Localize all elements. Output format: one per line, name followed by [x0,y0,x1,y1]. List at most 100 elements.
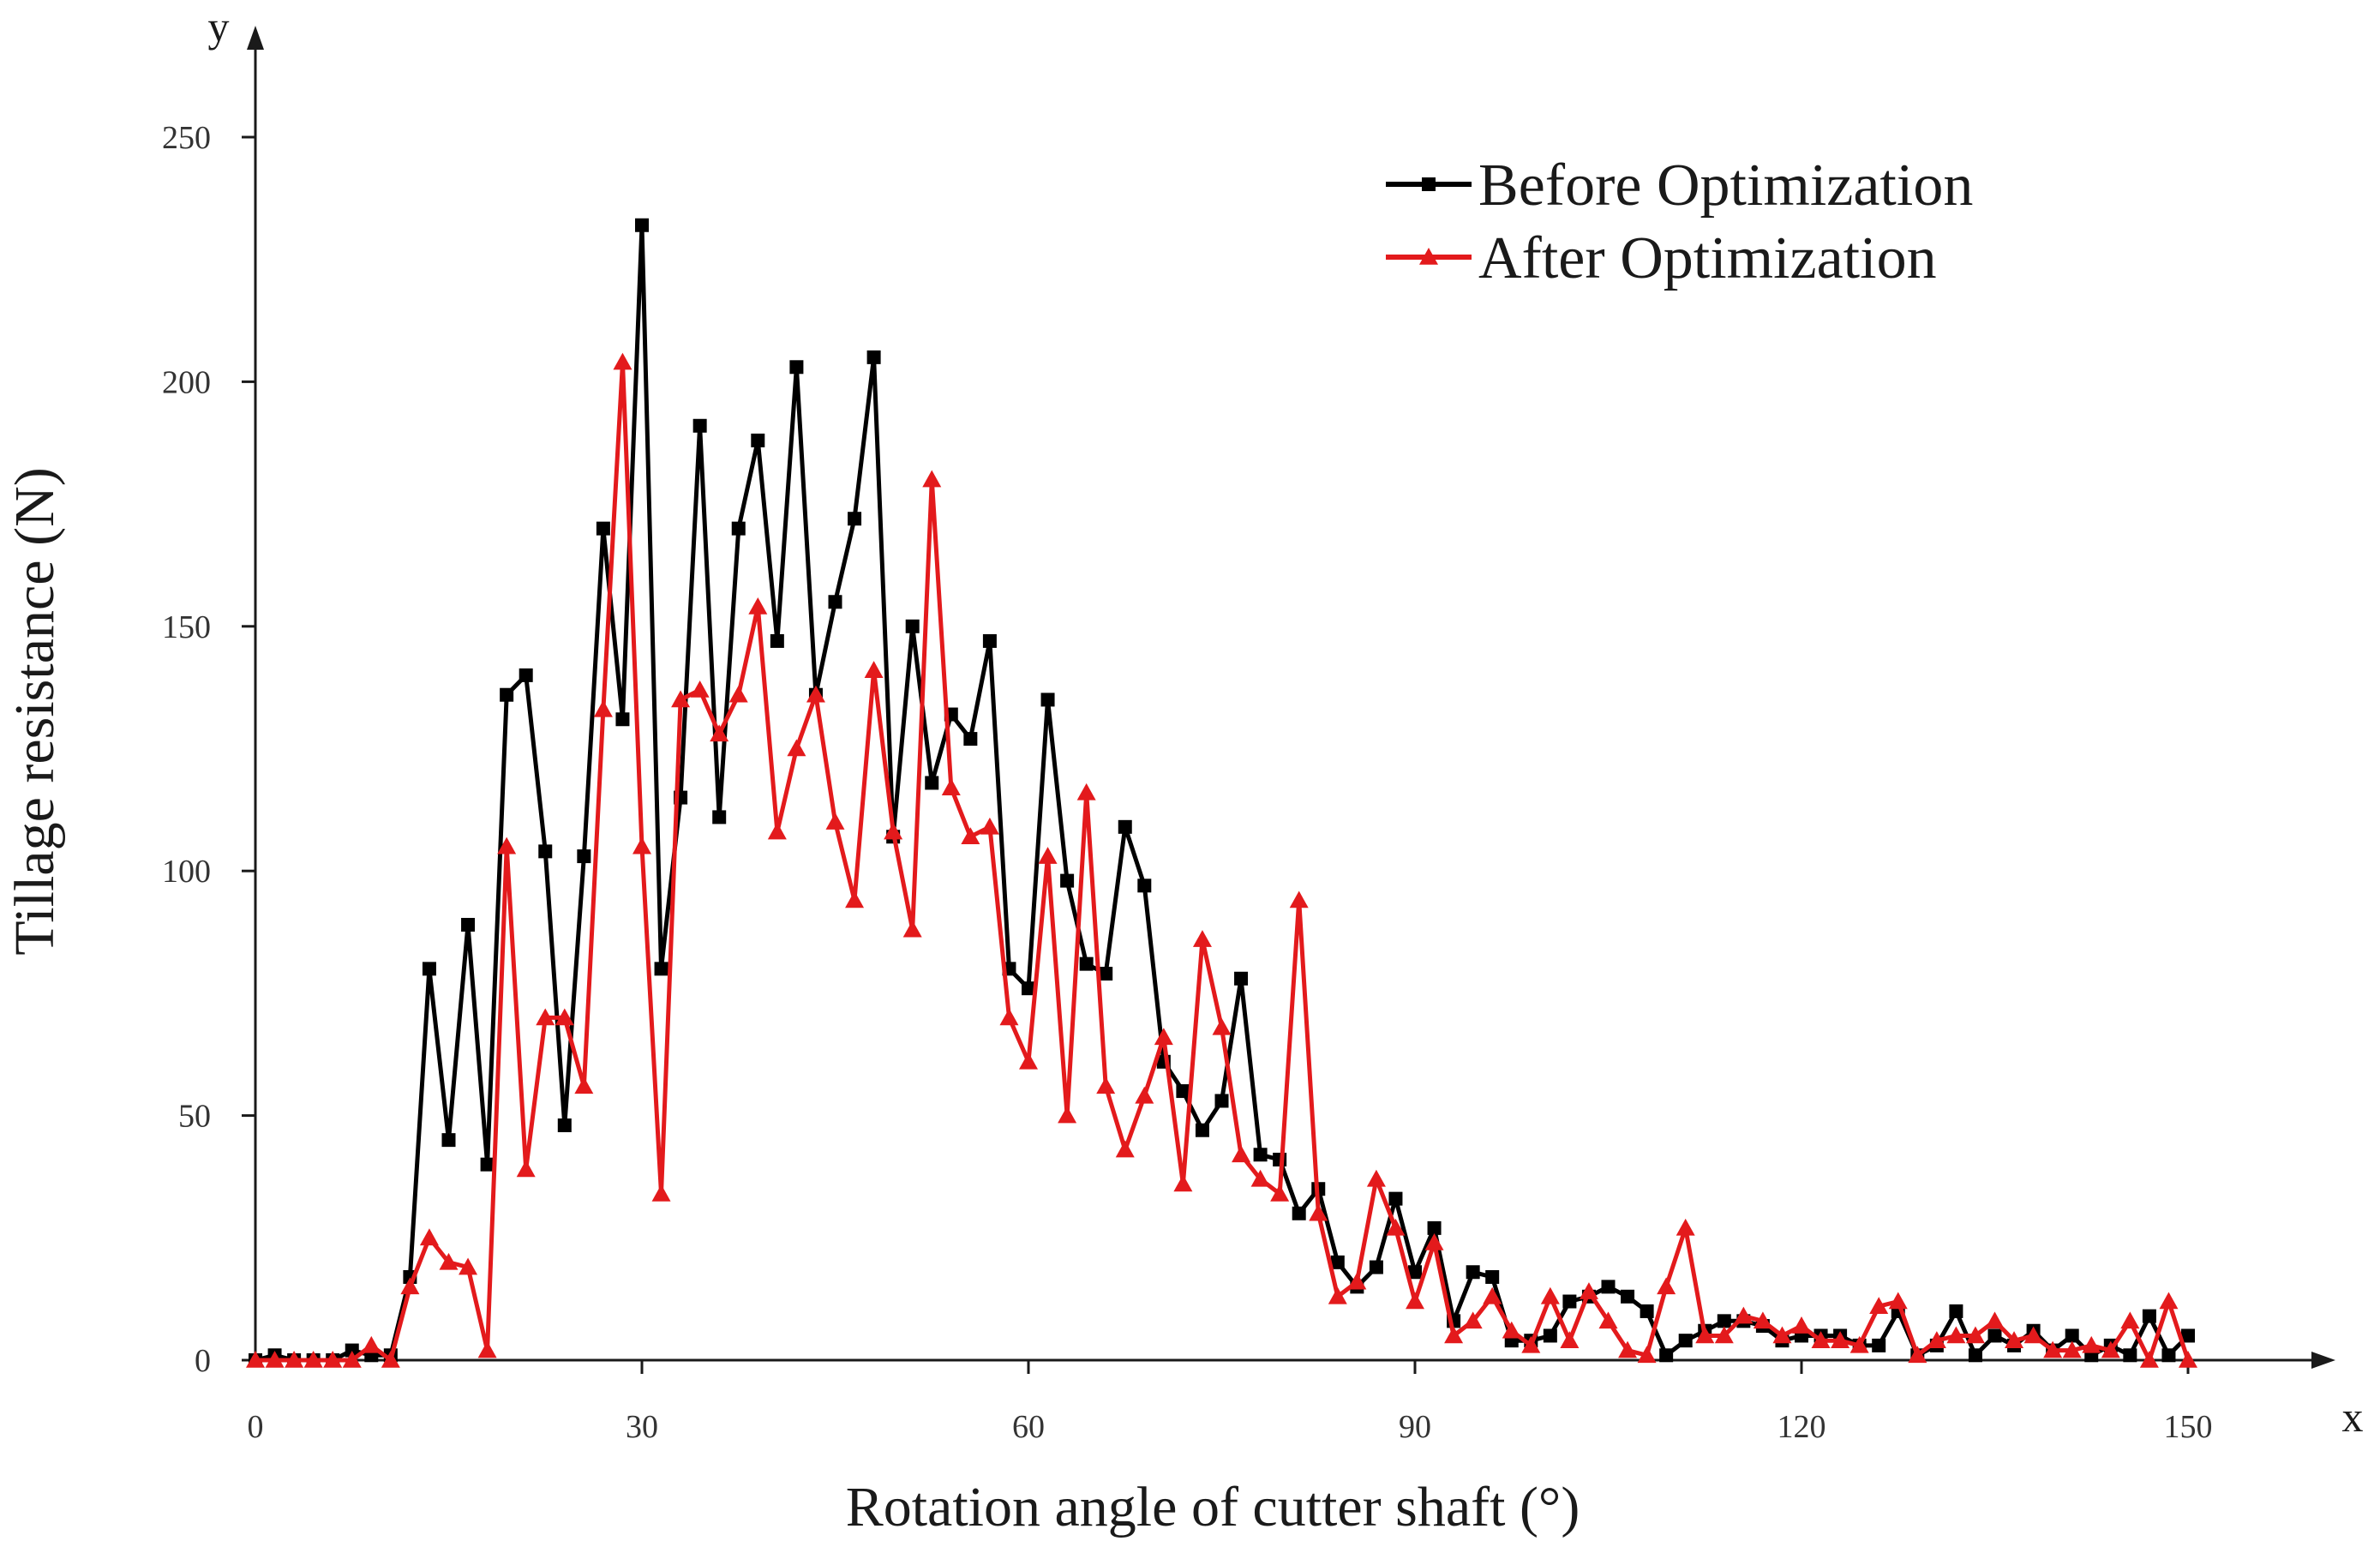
data-point-square [789,360,804,375]
data-point-square [519,668,533,682]
data-point-triangle [1419,248,1438,265]
data-point-triangle [1753,1311,1772,1329]
x-tick-label: 60 [1012,1409,1045,1445]
data-point-square [1717,1314,1731,1328]
data-point-triangle [2139,1351,2159,1368]
x-tick-label: 90 [1399,1409,1431,1445]
data-point-triangle [1154,1028,1173,1046]
data-point-triangle [806,685,825,703]
data-point-square [925,776,939,790]
data-point-triangle [1772,1326,1792,1344]
x-tick-label: 30 [626,1409,658,1445]
data-point-triangle [2023,1326,2043,1344]
data-point-triangle [1366,1169,1386,1187]
data-point-triangle [2179,1351,2197,1368]
data-point-triangle [1695,1326,1715,1344]
data-point-triangle [845,890,865,908]
data-point-square [500,687,514,702]
data-point-triangle [1076,782,1096,800]
data-point-triangle [2082,1335,2101,1353]
data-point-triangle [1888,1292,1908,1310]
data-point-triangle [710,724,729,742]
data-point-triangle [1598,1311,1618,1329]
data-point-square [1640,1304,1654,1318]
data-point-triangle [1792,1316,1811,1334]
data-point-square [1485,1269,1500,1284]
data-point-square [1040,693,1055,707]
data-point-triangle [2159,1292,2179,1310]
data-point-triangle [1831,1331,1850,1348]
data-point-triangle [1483,1286,1502,1304]
data-point-square [1060,873,1075,888]
data-point-square [1427,1220,1442,1235]
data-point-triangle [2062,1340,2082,1358]
data-point-triangle [864,661,884,678]
data-point-triangle [477,1340,497,1358]
data-point-square [345,1343,359,1358]
data-point-square [1949,1304,1963,1318]
x-axis-letter: x [2342,1393,2364,1441]
data-point-triangle [1406,1292,1424,1310]
x-ticks: 0 30 60 90 120 150 [248,1360,2213,1445]
data-point-triangle [961,827,980,845]
data-point-square [1330,1255,1345,1269]
data-point-square [712,810,727,824]
data-point-square [828,595,842,609]
y-axis-letter: y [208,3,230,51]
data-point-triangle [1058,1106,1077,1124]
x-tick-label: 0 [248,1409,264,1445]
data-point-triangle [1212,1017,1232,1035]
data-point-triangle [1521,1335,1541,1353]
data-point-square [1195,1123,1209,1137]
data-point-triangle [651,1184,671,1202]
data-point-square [1369,1260,1383,1274]
data-point-triangle [632,836,651,854]
data-point-triangle [536,1008,555,1026]
plot-area: 0 30 60 90 120 150 0 50 100 150 200 250 [162,26,2335,1445]
x-tick-label: 150 [2164,1409,2213,1445]
data-point-triangle [555,1008,574,1026]
data-point-triangle [884,822,903,840]
data-point-square [1137,878,1152,893]
data-point-triangle [1019,1052,1038,1070]
data-point-square [615,712,630,727]
data-point-triangle [671,690,691,708]
data-point-triangle [941,778,961,795]
data-point-triangle [574,1076,594,1094]
data-point-square [1987,1328,2002,1343]
data-point-triangle [1849,1335,1869,1353]
data-point-triangle [1657,1277,1676,1295]
series-after-optimization [246,352,2197,1368]
data-point-triangle [1502,1321,1521,1339]
data-point-triangle [1115,1140,1135,1158]
data-point-triangle [1965,1326,1985,1344]
data-point-square [692,418,707,433]
data-point-square [2142,1309,2156,1323]
legend-item: Before Optimization [1386,153,1973,219]
legend-item: After Optimization [1386,225,1937,291]
data-point-square [422,962,436,976]
y-tick-label: 250 [162,120,211,156]
data-point-square [1253,1148,1268,1162]
data-point-square [1176,1084,1190,1099]
data-point-square [963,732,978,747]
data-point-triangle [381,1351,400,1368]
data-point-square [1601,1280,1616,1294]
data-point-square [577,849,591,864]
data-point-triangle [1927,1331,1946,1348]
data-point-triangle [728,685,748,703]
data-point-triangle [980,817,999,835]
data-point-triangle [1579,1282,1598,1299]
data-point-triangle [902,920,922,938]
data-point-square [866,350,881,364]
data-point-triangle [1289,890,1309,908]
data-point-square [1543,1328,1557,1343]
data-point-square [1659,1348,1674,1363]
data-point-triangle [497,836,517,854]
data-point-triangle [1309,1203,1328,1221]
data-point-triangle [613,352,632,370]
data-point-square [538,844,553,859]
data-point-triangle [767,822,787,840]
legend-label: Before Optimization [1478,153,1973,219]
